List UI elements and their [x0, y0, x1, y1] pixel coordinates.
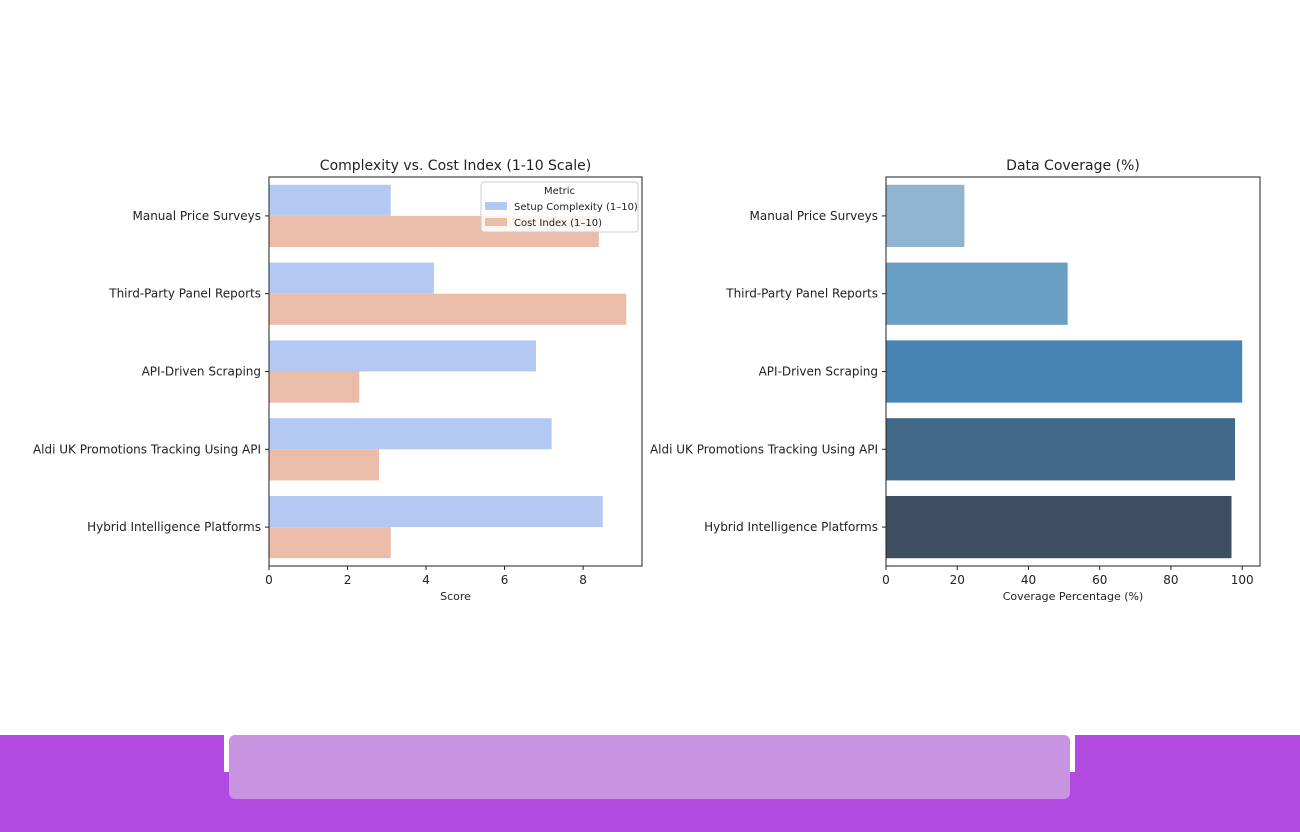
- bar: [269, 449, 379, 481]
- y-tick-label: Aldi UK Promotions Tracking Using API: [33, 442, 261, 456]
- chart-title: Complexity vs. Cost Index (1-10 Scale): [320, 158, 591, 174]
- y-tick-label: Manual Price Surveys: [749, 209, 878, 223]
- x-tick-label: 100: [1231, 573, 1254, 587]
- y-tick-label: Third-Party Panel Reports: [108, 287, 261, 301]
- y-tick-label: API-Driven Scraping: [142, 365, 261, 379]
- bar: [269, 184, 391, 216]
- y-tick-label: Third-Party Panel Reports: [725, 287, 878, 301]
- x-axis-label: Coverage Percentage (%): [1003, 590, 1144, 603]
- y-tick-label: Hybrid Intelligence Platforms: [704, 520, 878, 534]
- bar: [886, 262, 1068, 325]
- legend-swatch: [485, 218, 507, 226]
- chart-title: Data Coverage (%): [1006, 158, 1140, 174]
- x-tick-label: 60: [1092, 573, 1107, 587]
- x-tick-label: 40: [1021, 573, 1036, 587]
- x-tick-label: 4: [422, 573, 430, 587]
- bar: [269, 527, 391, 559]
- bar: [269, 340, 536, 372]
- x-tick-label: 0: [882, 573, 890, 587]
- bar: [269, 495, 603, 528]
- x-tick-label: 8: [579, 573, 587, 587]
- bar: [269, 262, 434, 294]
- plot-frame: [885, 176, 1261, 567]
- x-tick-label: 0: [265, 573, 273, 587]
- bar: [886, 495, 1232, 559]
- x-tick-label: 2: [344, 573, 352, 587]
- legend-swatch: [485, 202, 507, 210]
- legend-title: Metric: [544, 186, 575, 197]
- x-tick-label: 80: [1163, 573, 1178, 587]
- legend-box: [480, 181, 639, 233]
- y-tick-label: API-Driven Scraping: [759, 365, 878, 379]
- y-tick-label: Hybrid Intelligence Platforms: [87, 520, 261, 534]
- bar: [269, 418, 552, 450]
- legend-label: Cost Index (1–10): [514, 218, 602, 229]
- plot-frame: [268, 176, 643, 567]
- bar: [269, 371, 360, 403]
- bar: [886, 418, 1236, 481]
- y-tick-label: Aldi UK Promotions Tracking Using API: [650, 442, 878, 456]
- bar: [269, 293, 627, 325]
- bar: [886, 184, 965, 248]
- x-tick-label: 6: [501, 573, 509, 587]
- footer-panel: [229, 735, 1070, 799]
- x-tick-label: 20: [950, 573, 965, 587]
- bar: [886, 340, 1243, 403]
- x-axis-label: Score: [440, 590, 471, 603]
- legend-label: Setup Complexity (1–10): [514, 202, 638, 213]
- y-tick-label: Manual Price Surveys: [132, 209, 261, 223]
